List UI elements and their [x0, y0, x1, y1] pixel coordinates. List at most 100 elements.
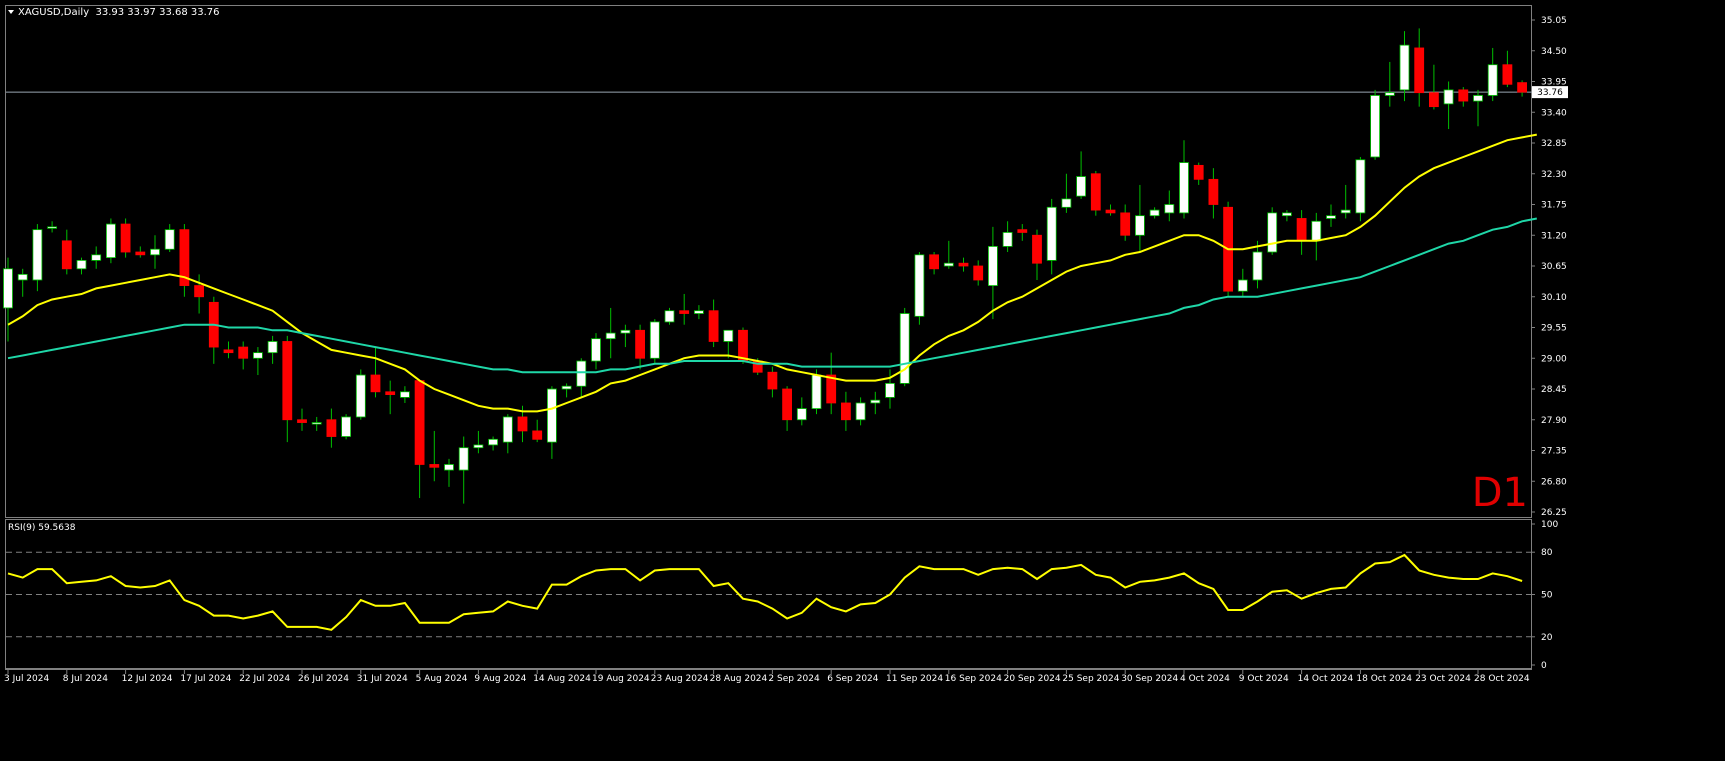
- collapse-triangle-icon[interactable]: [8, 10, 14, 14]
- bull-candle-body: [150, 248, 160, 256]
- bull-candle-body: [1267, 212, 1278, 253]
- candle: [1458, 87, 1469, 107]
- bull-candle-body: [1002, 232, 1013, 247]
- candle: [1120, 204, 1131, 241]
- bear-candle-body: [1193, 164, 1204, 180]
- time-tick-label: 19 Aug 2024: [592, 674, 650, 684]
- candle: [694, 305, 704, 320]
- candle: [576, 358, 587, 398]
- rsi-tick-label: 20: [1541, 633, 1553, 643]
- bear-candle-body: [973, 265, 984, 281]
- bull-candle-body: [1443, 89, 1454, 105]
- time-tick-label: 20 Sep 2024: [1004, 674, 1061, 684]
- bear-candle-body: [958, 262, 969, 267]
- candle: [1193, 162, 1204, 185]
- bear-candle-body: [826, 374, 837, 404]
- candlestick-series: [3, 28, 1527, 504]
- candle: [1473, 89, 1483, 127]
- bull-candle-body: [870, 399, 881, 404]
- price-tick-label: 30.65: [1541, 262, 1567, 272]
- price-tick-label: 31.75: [1541, 201, 1567, 211]
- bull-candle-body: [1473, 95, 1483, 102]
- time-tick-label: 18 Oct 2024: [1356, 674, 1412, 684]
- slow-moving-average-line: [7, 217, 1537, 374]
- candle: [635, 324, 645, 370]
- bear-candle-body: [1517, 82, 1527, 93]
- bull-candle-body: [1326, 215, 1336, 219]
- time-tick-label: 14 Oct 2024: [1298, 674, 1354, 684]
- candle: [532, 419, 543, 443]
- bull-candle-body: [473, 444, 484, 449]
- candle: [76, 257, 87, 275]
- bull-candle-body: [341, 416, 352, 437]
- candle: [135, 246, 146, 258]
- bear-candle-body: [282, 341, 293, 421]
- bear-candle-body: [708, 310, 719, 342]
- candle: [194, 274, 205, 314]
- bull-candle-body: [694, 310, 704, 314]
- bear-candle-body: [414, 380, 425, 465]
- bull-candle-body: [914, 254, 925, 317]
- time-tick-label: 2 Sep 2024: [768, 674, 820, 684]
- bear-candle-body: [782, 388, 792, 421]
- bull-candle-body: [32, 229, 43, 281]
- candle: [1326, 204, 1336, 227]
- time-tick-label: 9 Aug 2024: [474, 674, 526, 684]
- price-tick-label: 32.85: [1541, 139, 1567, 149]
- bull-candle-body: [1384, 92, 1395, 96]
- candle: [1135, 184, 1145, 253]
- bull-candle-body: [591, 338, 601, 362]
- candle: [17, 268, 28, 297]
- bear-candle-body: [532, 430, 543, 440]
- bull-candle-body: [988, 246, 998, 286]
- candle: [297, 408, 307, 431]
- price-y-axis: 35.05 34.50 33.95 33.40 32.85 32.30 31.75 31.20…: [1531, 16, 1567, 518]
- candle: [267, 335, 278, 364]
- candle: [1105, 204, 1116, 216]
- bear-candle-body: [326, 419, 337, 437]
- rsi-level-lines: [6, 551, 1531, 638]
- bear-candle-body: [223, 349, 234, 354]
- bull-candle-body: [458, 447, 469, 471]
- bear-candle-body: [1120, 212, 1131, 236]
- time-tick-label: 28 Oct 2024: [1474, 674, 1530, 684]
- price-tick-label: 32.30: [1541, 170, 1567, 180]
- time-tick-label: 3 Jul 2024: [4, 674, 49, 684]
- price-tick-label: 34.50: [1541, 47, 1567, 57]
- bull-candle-body: [355, 374, 366, 418]
- candle: [473, 430, 484, 454]
- price-tick-label: 29.55: [1541, 324, 1567, 334]
- time-tick-label: 4 Oct 2024: [1180, 674, 1230, 684]
- candle: [252, 347, 263, 376]
- candle: [708, 299, 719, 348]
- bear-candle-body: [370, 374, 381, 393]
- bear-candle-body: [841, 402, 851, 421]
- time-tick-label: 17 Jul 2024: [180, 674, 231, 684]
- candle: [1076, 151, 1086, 199]
- bear-candle-body: [194, 285, 205, 298]
- bear-candle-body: [429, 464, 440, 468]
- bull-candle-body: [488, 438, 499, 446]
- candle: [223, 341, 234, 359]
- candle: [238, 341, 249, 370]
- bull-candle-body: [1135, 215, 1145, 236]
- candle: [179, 224, 190, 297]
- candle: [488, 436, 499, 451]
- bull-candle-body: [1311, 220, 1322, 242]
- candle: [1355, 156, 1366, 222]
- bull-candle-body: [1046, 206, 1057, 261]
- candle: [370, 347, 381, 398]
- candle: [826, 352, 837, 415]
- time-tick-label: 25 Sep 2024: [1062, 674, 1119, 684]
- bear-candle-body: [1458, 89, 1469, 102]
- price-tick-label: 27.35: [1541, 447, 1567, 457]
- candle: [1090, 170, 1101, 216]
- candle: [782, 386, 792, 431]
- bull-candle-body: [311, 422, 322, 425]
- candle: [1208, 168, 1219, 219]
- bull-candle-body: [576, 360, 587, 387]
- time-tick-label: 12 Jul 2024: [122, 674, 173, 684]
- bull-candle-body: [399, 391, 410, 398]
- candle: [502, 414, 513, 454]
